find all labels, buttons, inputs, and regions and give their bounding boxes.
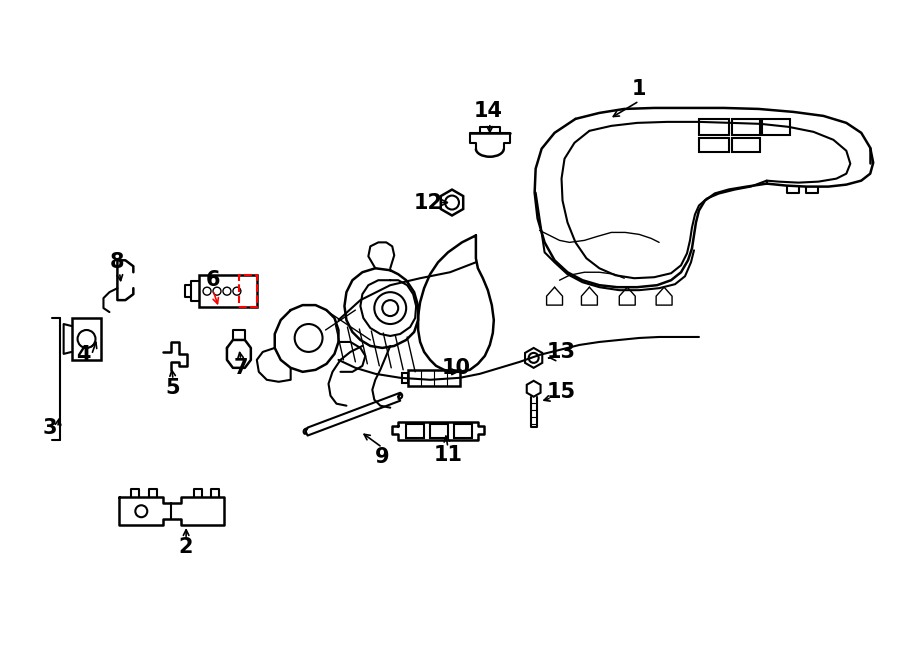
Text: 8: 8: [110, 253, 125, 272]
Text: 12: 12: [414, 192, 443, 213]
Bar: [72, 318, 102, 360]
Bar: [732, 137, 760, 152]
Bar: [402, 373, 409, 383]
Text: 4: 4: [76, 345, 91, 365]
Text: 14: 14: [473, 101, 502, 121]
Bar: [409, 370, 460, 386]
Text: 3: 3: [42, 418, 57, 438]
Text: 10: 10: [442, 358, 471, 378]
Bar: [238, 275, 256, 307]
Text: 2: 2: [179, 537, 194, 557]
Text: 6: 6: [206, 270, 220, 290]
Text: 1: 1: [632, 79, 646, 99]
Text: 7: 7: [234, 358, 248, 378]
Bar: [406, 424, 424, 438]
Bar: [699, 137, 729, 152]
Text: 13: 13: [547, 342, 576, 362]
Bar: [430, 424, 448, 438]
Text: 5: 5: [166, 377, 181, 398]
Bar: [199, 275, 256, 307]
Text: 9: 9: [375, 447, 390, 467]
Bar: [699, 119, 729, 135]
Text: 11: 11: [434, 446, 463, 465]
Bar: [732, 119, 760, 135]
Text: 15: 15: [547, 382, 576, 402]
Bar: [761, 119, 789, 135]
Bar: [454, 424, 472, 438]
